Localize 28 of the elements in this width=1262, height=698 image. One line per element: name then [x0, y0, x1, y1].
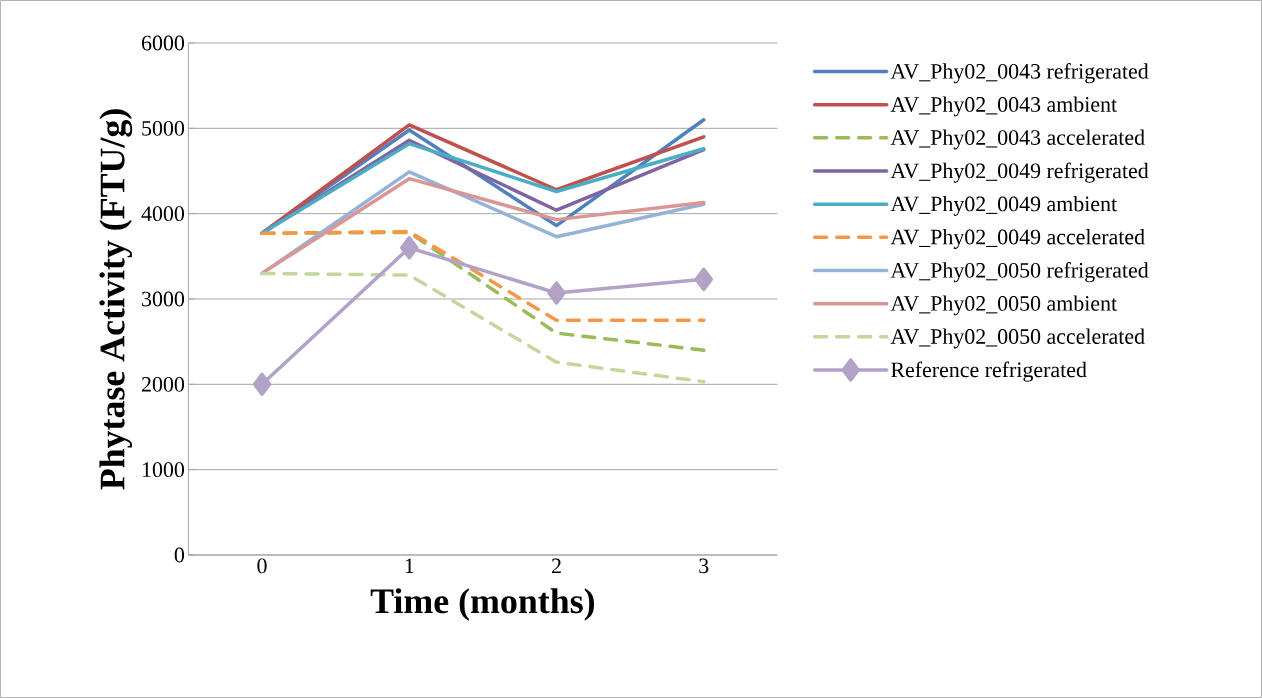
legend-label: Reference refrigerated	[891, 361, 1087, 382]
y-tick-label: 5000	[142, 120, 185, 136]
legend-label: AV_Phy02_0049 accelerated	[890, 228, 1145, 249]
y-tick-label: 6000	[141, 35, 185, 51]
legend-label: AV_Phy02_0050 accelerated	[890, 328, 1145, 349]
legend-label: AV_Phy02_0043 refrigerated	[890, 63, 1149, 84]
point	[694, 267, 714, 292]
x-tick-label: 2	[552, 558, 561, 574]
point	[252, 372, 272, 397]
y-tick-label: 3000	[142, 291, 185, 307]
point	[547, 281, 566, 305]
y-tick-label: 1000	[142, 462, 185, 478]
x-tick-label: 1	[405, 558, 414, 573]
x-axis-title: Time (months)	[370, 588, 594, 621]
legend-label: AV_Phy02_0049 refrigerated	[890, 162, 1149, 183]
y-tick-label: 4000	[141, 206, 185, 222]
y-tick-label: 0	[174, 547, 185, 563]
legend-label: AV_Phy02_0050 ambient	[890, 295, 1117, 316]
y-axis-title: Phytase Activity (FTU/g)	[99, 109, 133, 490]
point	[400, 236, 419, 260]
legend-label: AV_Phy02_0050 refrigerated	[890, 262, 1149, 283]
line-series	[260, 271, 706, 384]
y-tick-label: 2000	[142, 376, 185, 392]
x-tick-label: 0	[257, 558, 267, 574]
legend-label: AV_Phy02_0043 ambient	[890, 96, 1117, 117]
legend-label: AV_Phy02_0049 ambient	[890, 195, 1117, 216]
legend-label: AV_Phy02_0043 accelerated	[890, 129, 1145, 150]
x-tick-label: 3	[699, 558, 709, 574]
